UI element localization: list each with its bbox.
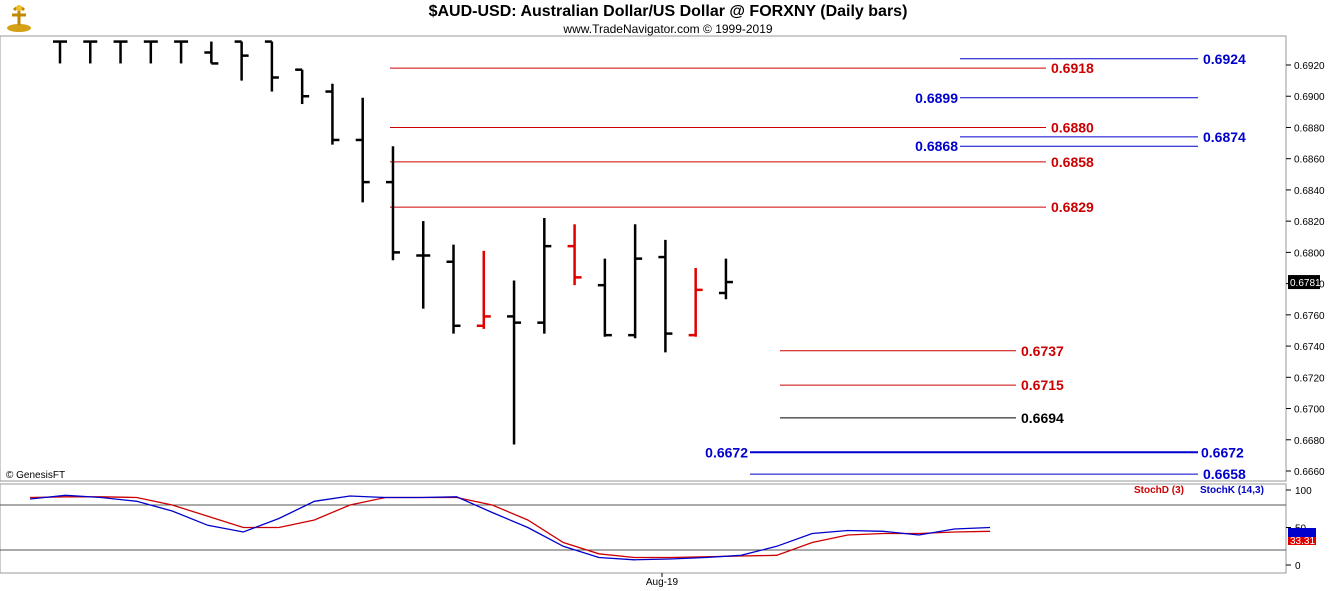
level-label: 0.6672 (1201, 444, 1244, 460)
stoch-d-badge (1288, 537, 1316, 545)
level-label: 0.6694 (1021, 410, 1064, 426)
level-label: 0.6858 (1051, 154, 1094, 170)
level-label: 0.6672 (705, 444, 748, 460)
y-tick-label: 0.6740 (1294, 342, 1325, 353)
stoch-y-tick-label: 100 (1295, 486, 1312, 497)
y-tick-label: 0.6760 (1294, 311, 1325, 322)
y-tick-label: 0.6920 (1294, 61, 1325, 72)
chart-header: $AUD-USD: Australian Dollar/US Dollar @ … (0, 0, 1336, 36)
y-tick-label: 0.6720 (1294, 373, 1325, 384)
price-panel-frame (0, 35, 1287, 482)
stoch-k-badge (1288, 528, 1316, 537)
genesis-logo-icon (4, 3, 34, 33)
stoch-last-value: 33.31 (1290, 536, 1315, 547)
level-label: 0.6924 (1203, 51, 1246, 67)
stoch-series-line (29, 496, 991, 559)
price-levels: 0.6924 0.6918 0.6899 0.6880 0.6874 0.6868 0.68… (390, 51, 1246, 482)
y-tick-label: 0.6880 (1294, 123, 1325, 134)
level-label: 0.6874 (1203, 129, 1246, 145)
chart-frame (0, 35, 1336, 574)
level-label: 0.6737 (1021, 343, 1064, 359)
stoch-legend-k: StochK (14,3) (1200, 485, 1264, 496)
y-tick-label: 0.6660 (1294, 467, 1325, 478)
stoch-y-tick-label: 0 (1295, 561, 1301, 572)
y-tick-label: 0.6700 (1294, 405, 1325, 416)
x-axis-label: Aug-19 (646, 577, 679, 588)
last-price-badge (1288, 275, 1320, 290)
level-label: 0.6899 (915, 90, 958, 106)
price-bars (53, 40, 733, 445)
price-axis: 0.6920 0.6900 0.6880 0.6860 0.6840 0.6820 0.68… (1286, 61, 1325, 478)
level-label: 0.6918 (1051, 60, 1094, 76)
y-tick-label: 0.6860 (1294, 155, 1325, 166)
level-label: 0.6715 (1021, 377, 1064, 393)
level-label: 0.6880 (1051, 119, 1094, 135)
stoch-panel-frame (0, 483, 1287, 574)
stoch-legend-d: StochD (3) (1134, 485, 1184, 496)
stoch-series-line (29, 494, 991, 561)
y-tick-label: 0.6900 (1294, 92, 1325, 103)
credit-text: © GenesisFT (6, 470, 65, 481)
axis-background (1287, 36, 1336, 573)
last-price-label: 0.6781 (1290, 278, 1321, 289)
level-label: 0.6829 (1051, 199, 1094, 215)
level-label: 0.6658 (1203, 466, 1246, 482)
y-tick-label: 0.6680 (1294, 436, 1325, 447)
y-tick-label: 0.6800 (1294, 248, 1325, 259)
chart-title: $AUD-USD: Australian Dollar/US Dollar @ … (428, 3, 908, 20)
chart-subtitle: www.TradeNavigator.com © 1999-2019 (563, 22, 773, 36)
y-tick-label: 0.6840 (1294, 186, 1325, 197)
level-label: 0.6868 (915, 138, 958, 154)
y-tick-label: 0.6820 (1294, 217, 1325, 228)
